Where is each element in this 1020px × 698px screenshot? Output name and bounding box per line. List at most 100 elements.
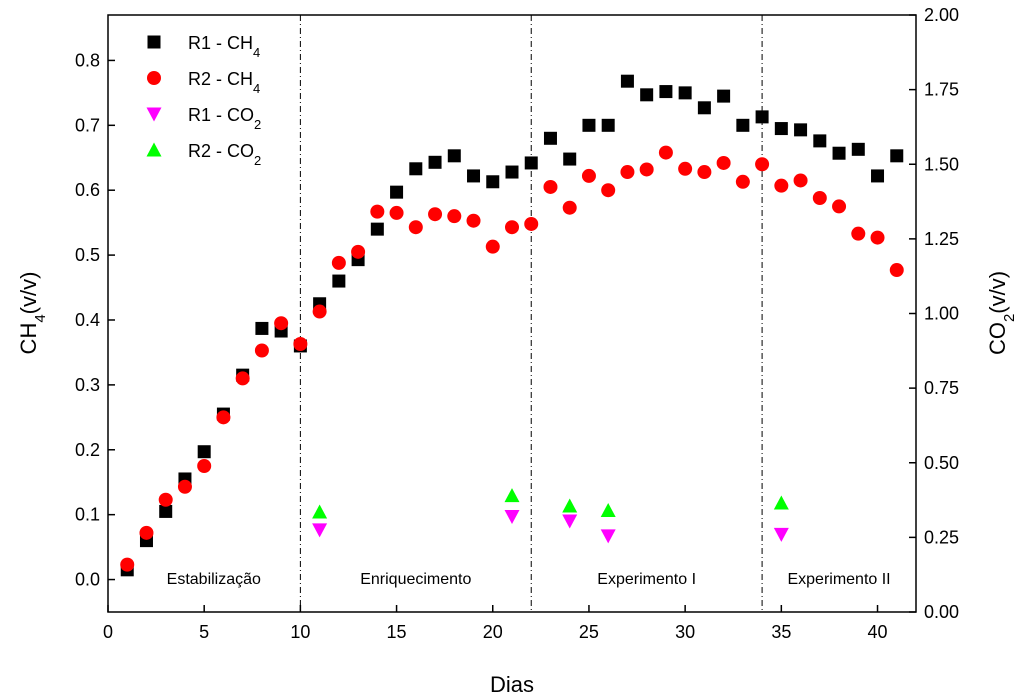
r1-ch4-point — [486, 175, 500, 189]
r2-ch4-point — [158, 492, 173, 507]
r2-ch4-point — [428, 207, 443, 222]
r2-co2-point — [600, 503, 616, 518]
legend-marker — [147, 35, 161, 49]
r1-ch4-point — [370, 222, 384, 236]
r2-co2-point — [562, 498, 578, 513]
r1-ch4-point — [447, 149, 461, 163]
r2-ch4-point — [870, 230, 885, 245]
y-right-tick-label: 2.00 — [924, 5, 959, 25]
y-left-tick-label: 0.0 — [75, 570, 100, 590]
r2-co2-point — [504, 488, 520, 503]
r2-ch4-point — [389, 205, 404, 220]
r2-ch4-point — [851, 226, 866, 241]
r1-ch4-point — [255, 321, 269, 335]
r1-ch4-point — [620, 74, 634, 88]
r2-ch4-point — [120, 557, 135, 572]
r1-co2-point — [773, 527, 789, 542]
phase-label: Estabilização — [167, 571, 261, 588]
r2-ch4-point — [254, 343, 269, 358]
r2-ch4-point — [447, 209, 462, 224]
r2-co2-point — [773, 495, 789, 510]
r2-ch4-point — [293, 336, 308, 351]
y-left-tick-label: 0.4 — [75, 310, 100, 330]
r2-ch4-point — [793, 173, 808, 188]
r1-ch4-point — [640, 88, 654, 102]
r1-ch4-point — [601, 118, 615, 132]
phase-label: Experimento I — [597, 571, 696, 588]
r1-ch4-point — [428, 155, 442, 169]
r2-ch4-point — [274, 316, 289, 331]
r1-co2-point — [600, 529, 616, 544]
r2-ch4-point — [235, 371, 250, 386]
y-left-tick-label: 0.2 — [75, 440, 100, 460]
legend-label: R2 - CH4 — [188, 69, 260, 96]
x-tick-label: 10 — [290, 622, 310, 642]
r2-ch4-point — [601, 183, 616, 198]
r2-co2-point — [312, 504, 328, 519]
y-left-tick-label: 0.3 — [75, 375, 100, 395]
r2-ch4-point — [216, 410, 231, 425]
r2-ch4-point — [331, 255, 346, 270]
r1-ch4-point — [505, 165, 519, 179]
r1-ch4-point — [390, 185, 404, 199]
phase-label: Experimento II — [787, 571, 890, 588]
x-tick-label: 35 — [771, 622, 791, 642]
r1-ch4-point — [813, 134, 827, 148]
r1-ch4-point — [563, 152, 577, 166]
r2-ch4-point — [812, 190, 827, 205]
y-right-tick-label: 0.50 — [924, 453, 959, 473]
r2-ch4-point — [889, 263, 904, 278]
r1-ch4-point — [755, 110, 769, 124]
r1-co2-point — [504, 509, 520, 524]
r1-ch4-point — [717, 89, 731, 103]
x-tick-label: 5 — [199, 622, 209, 642]
r2-ch4-point — [716, 155, 731, 170]
y-right-tick-label: 1.00 — [924, 304, 959, 324]
r1-ch4-point — [409, 162, 423, 176]
legend-label: R2 - CO2 — [188, 141, 261, 168]
r1-ch4-point — [543, 131, 557, 145]
r2-ch4-point — [177, 479, 192, 494]
r1-ch4-point — [890, 149, 904, 163]
r1-ch4-point — [871, 169, 885, 183]
legend-marker — [147, 71, 161, 85]
legend-marker — [146, 142, 162, 157]
r2-ch4-point — [485, 239, 500, 254]
y-left-tick-label: 0.5 — [75, 245, 100, 265]
x-tick-label: 15 — [387, 622, 407, 642]
r2-ch4-point — [466, 213, 481, 228]
r2-ch4-point — [697, 165, 712, 180]
r1-ch4-point — [197, 445, 211, 459]
r2-ch4-point — [639, 162, 654, 177]
y-right-tick-label: 1.75 — [924, 80, 959, 100]
r1-ch4-point — [659, 85, 673, 99]
r2-ch4-point — [562, 200, 577, 215]
y-right-tick-label: 0.00 — [924, 602, 959, 622]
r2-ch4-point — [832, 199, 847, 214]
r1-co2-point — [562, 514, 578, 529]
r2-ch4-point — [774, 178, 789, 193]
legend-label: R1 - CO2 — [188, 105, 261, 132]
r2-ch4-point — [351, 244, 366, 259]
r2-ch4-point — [678, 161, 693, 176]
r1-ch4-point — [582, 118, 596, 132]
r2-ch4-point — [581, 168, 596, 183]
y-left-tick-label: 0.7 — [75, 115, 100, 135]
r2-ch4-point — [755, 157, 770, 172]
phase-label: Enriquecimento — [360, 571, 471, 588]
x-tick-label: 0 — [103, 622, 113, 642]
r2-ch4-point — [408, 220, 423, 235]
y-left-tick-label: 0.1 — [75, 505, 100, 525]
r2-ch4-point — [543, 179, 558, 194]
r2-ch4-point — [139, 525, 154, 540]
legend-label: R1 - CH4 — [188, 33, 260, 60]
r2-ch4-point — [735, 174, 750, 189]
r1-ch4-point — [851, 142, 865, 156]
r1-ch4-point — [774, 122, 788, 136]
r2-ch4-point — [197, 458, 212, 473]
r2-ch4-point — [658, 145, 673, 160]
r1-ch4-point — [467, 169, 481, 183]
r1-ch4-point — [332, 274, 346, 288]
x-tick-label: 30 — [675, 622, 695, 642]
